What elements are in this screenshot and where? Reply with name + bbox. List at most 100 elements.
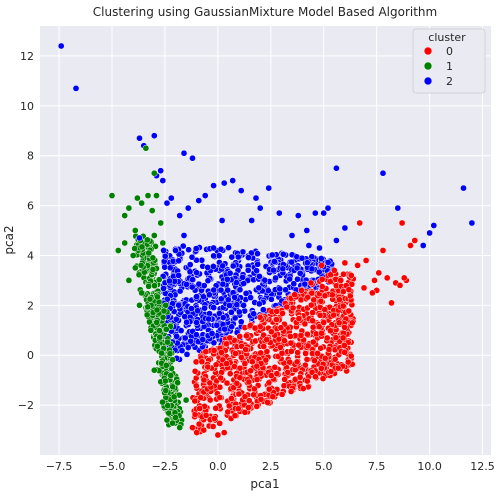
point-cluster-2 [270,266,277,274]
point-cluster-1 [135,271,143,279]
legend-label-2: 2 [446,75,453,88]
point-cluster-2 [233,279,240,287]
point-cluster-2 [231,314,239,322]
y-tick-label: 10 [20,100,34,113]
point-cluster-0 [192,382,200,390]
y-tick-label: −2 [18,399,34,412]
point-cluster-0 [360,284,368,292]
point-cluster-2 [163,199,171,207]
point-cluster-0 [268,328,275,336]
point-cluster-0 [330,267,338,274]
point-cluster-1 [182,396,190,404]
point-cluster-2 [192,245,200,252]
point-cluster-2 [301,280,309,288]
point-cluster-2 [200,282,208,289]
legend-box [412,28,486,94]
point-cluster-1 [121,212,129,219]
point-cluster-2 [166,264,174,272]
point-cluster-1 [164,402,172,409]
point-cluster-2 [240,301,247,309]
point-cluster-2 [161,263,169,271]
point-cluster-0 [304,342,312,350]
legend-title: cluster [428,31,466,44]
point-cluster-0 [335,319,343,327]
point-cluster-0 [291,291,299,298]
point-cluster-2 [294,212,302,219]
point-cluster-0 [233,380,241,387]
point-cluster-0 [314,350,321,357]
point-cluster-0 [286,333,294,340]
point-cluster-0 [200,426,208,434]
point-cluster-0 [309,323,317,331]
point-cluster-0 [228,395,235,402]
point-cluster-1 [134,194,141,202]
point-cluster-2 [181,334,189,342]
point-cluster-2 [172,315,180,323]
point-cluster-0 [307,301,315,309]
point-cluster-2 [136,134,143,142]
point-cluster-0 [211,415,218,422]
point-cluster-1 [154,293,161,301]
point-cluster-0 [218,369,225,376]
point-cluster-2 [57,42,65,50]
point-cluster-0 [193,429,201,436]
point-cluster-0 [273,316,280,323]
point-cluster-1 [144,192,152,199]
point-cluster-0 [189,424,196,431]
point-cluster-0 [216,394,224,401]
point-cluster-2 [183,281,190,288]
point-cluster-0 [251,385,258,393]
point-cluster-0 [296,373,304,381]
point-cluster-2 [180,232,188,239]
point-cluster-1 [136,301,143,309]
point-cluster-0 [312,373,319,381]
point-cluster-0 [241,360,249,367]
point-cluster-0 [214,431,222,439]
point-cluster-0 [369,289,376,297]
point-cluster-0 [299,385,307,392]
point-cluster-0 [341,349,349,356]
point-cluster-2 [275,209,283,217]
point-cluster-2 [167,194,175,202]
point-cluster-2 [320,209,328,217]
point-cluster-2 [460,184,467,192]
point-cluster-2 [195,197,203,204]
point-cluster-2 [194,307,201,315]
x-tick-label: −5.0 [99,460,126,473]
point-cluster-2 [204,277,212,285]
point-cluster-1 [165,409,173,417]
point-cluster-0 [347,352,355,360]
point-cluster-1 [158,349,165,357]
point-cluster-1 [142,144,150,152]
point-cluster-2 [150,132,158,140]
legend-marker-2 [423,76,433,86]
point-cluster-2 [293,264,301,272]
point-cluster-2 [229,177,237,184]
point-cluster-2 [210,304,218,311]
point-cluster-0 [309,317,316,325]
point-cluster-2 [253,267,260,275]
point-cluster-0 [316,311,324,319]
point-cluster-1 [147,326,155,334]
point-cluster-0 [341,259,349,267]
point-cluster-2 [221,325,228,333]
point-cluster-2 [186,268,194,276]
point-cluster-2 [219,314,227,321]
point-cluster-0 [293,358,301,366]
point-cluster-0 [198,358,206,366]
point-cluster-2 [200,293,207,301]
point-cluster-0 [231,412,239,419]
point-cluster-2 [160,247,167,254]
point-cluster-0 [354,262,361,269]
point-cluster-2 [235,308,243,316]
legend: cluster 0 1 2 [412,28,486,94]
point-cluster-0 [210,347,218,354]
point-cluster-2 [255,284,263,292]
point-cluster-0 [264,399,271,406]
point-cluster-1 [131,227,139,234]
point-cluster-1 [153,319,161,326]
point-cluster-0 [200,376,208,384]
point-cluster-2 [288,232,296,239]
point-cluster-0 [345,307,353,315]
point-cluster-2 [224,296,232,304]
